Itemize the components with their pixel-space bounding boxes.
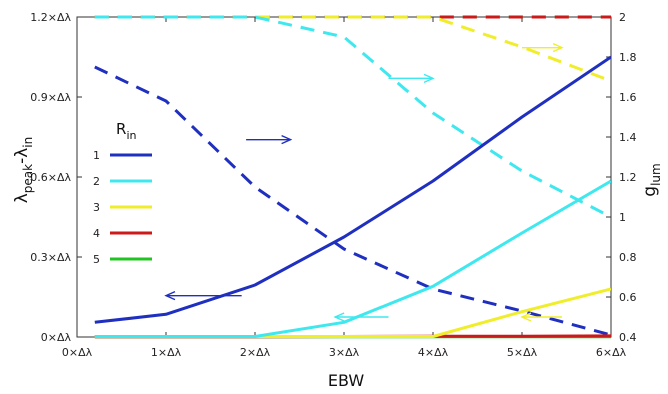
series-line-1-dashed	[94, 65, 611, 337]
y-left-tick-label: 0.9×Δλ	[30, 91, 71, 104]
legend-entry-label: 4	[93, 227, 100, 240]
legend-title: Rin	[116, 120, 136, 142]
annotation-arrow-head	[333, 312, 345, 322]
legend-entry-label: 5	[93, 253, 100, 266]
series-line-1-solid	[94, 55, 611, 324]
y-right-tick-label: 1.4	[619, 131, 637, 144]
y-right-tick-label: 0.8	[619, 251, 637, 264]
series-line-2-solid	[94, 179, 611, 338]
y-right-tick-label: 0.4	[619, 331, 637, 344]
y-left-tick-label: 1.2×Δλ	[30, 11, 71, 24]
x-tick-label: 5×Δλ	[507, 346, 538, 359]
y-right-tick-label: 1.2	[619, 171, 637, 184]
annotation-arrow-head	[164, 291, 176, 301]
legend-entries: 1 2 3 4 5	[93, 149, 152, 266]
x-tick-label: 3×Δλ	[329, 346, 360, 359]
y-axis-right-label: glum	[640, 163, 663, 196]
y-left-tick-label: 0.6×Δλ	[30, 171, 71, 184]
y-right-tick-label: 1.8	[619, 51, 637, 64]
annotation-arrow-head	[520, 312, 532, 322]
y-right-tick-label: 1.6	[619, 91, 637, 104]
series-line-2-dashed	[94, 15, 611, 219]
plot-area: 0×Δλ 1×Δλ 2×Δλ 3×Δλ 4×Δλ 5×Δλ 6×Δλ 0×Δλ 0.3×Δλ 0.…	[30, 11, 636, 359]
x-axis-label: EBW	[328, 371, 365, 390]
x-tick-label: 2×Δλ	[240, 346, 271, 359]
legend: Rin 1 2 3 4 5	[93, 120, 152, 266]
x-tick-label: 4×Δλ	[418, 346, 449, 359]
legend-entry-label: 1	[93, 149, 100, 162]
annotation-arrow-head	[423, 73, 435, 83]
y-right-tick-label: 1	[619, 211, 626, 224]
y-left-tick-label: 0.3×Δλ	[30, 251, 71, 264]
x-tick-label: 6×Δλ	[596, 346, 627, 359]
annotation-arrow-head	[281, 135, 293, 145]
x-tick-label: 1×Δλ	[151, 346, 182, 359]
y-right-tick-label: 2	[619, 11, 626, 24]
annotation-arrow-head	[552, 43, 564, 53]
y-right-tick-label: 0.6	[619, 291, 637, 304]
y-axis-left-label: λpeak-λin	[12, 137, 35, 204]
legend-entry-label: 2	[93, 175, 100, 188]
legend-entry-label: 3	[93, 201, 100, 214]
x-tick-label: 0×Δλ	[62, 346, 93, 359]
y-left-tick-label: 0×Δλ	[41, 331, 72, 344]
